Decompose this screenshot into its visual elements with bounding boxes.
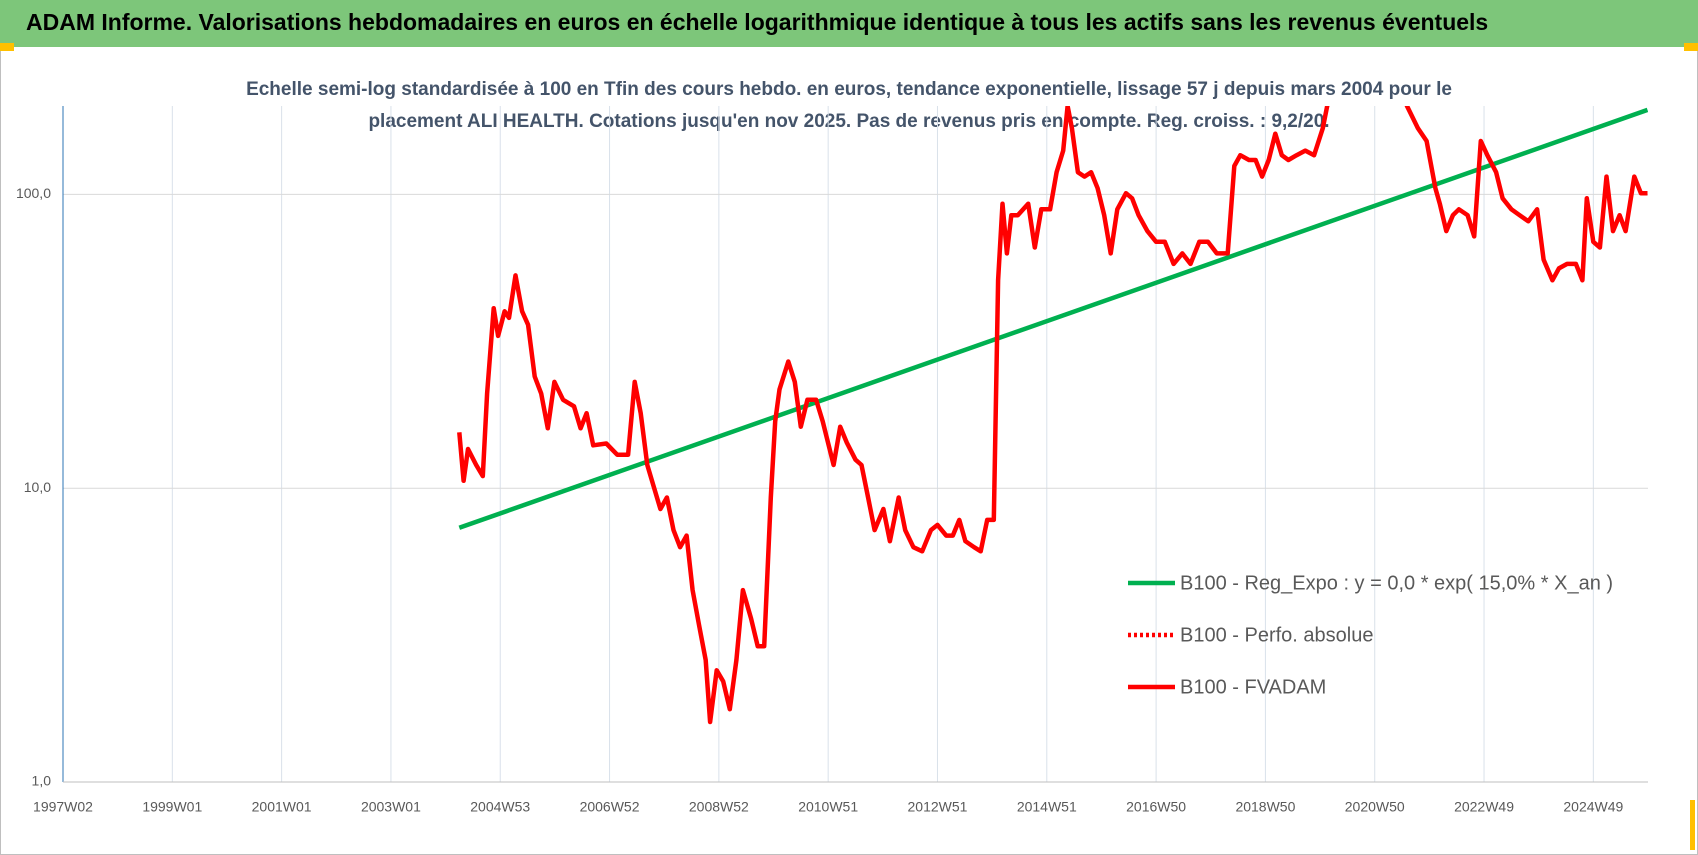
x-tick-label: 2001W01: [252, 799, 312, 815]
x-tick-label: 2006W52: [580, 799, 640, 815]
data-line: [457, 106, 1648, 725]
y-tick-label: 100,0: [16, 185, 51, 201]
x-tick-label: 2018W50: [1235, 799, 1295, 815]
x-tick-label: 2008W52: [689, 799, 749, 815]
corner-mark: [0, 43, 14, 51]
x-tick-label: 2010W51: [798, 799, 858, 815]
x-tick-label: 2004W53: [470, 799, 530, 815]
chart-subtitle: Echelle semi-log standardisée à 100 en T…: [246, 79, 1452, 100]
corner-mark: [1690, 800, 1695, 850]
x-tick-label: 2020W50: [1345, 799, 1405, 815]
x-tick-label: 2016W50: [1126, 799, 1186, 815]
corner-mark: [1684, 43, 1698, 51]
y-tick-label: 10,0: [24, 479, 51, 495]
x-tick-label: 1999W01: [142, 799, 202, 815]
x-tick-label: 1997W02: [33, 799, 93, 815]
chart-subtitle: placement ALI HEALTH. Cotations jusqu'en…: [368, 111, 1329, 132]
x-tick-label: 2022W49: [1454, 799, 1514, 815]
data-line: [458, 107, 1648, 530]
x-tick-label: 2012W51: [908, 799, 968, 815]
page-title: ADAM Informe. Valorisations hebdomadaire…: [26, 9, 1488, 35]
legend-label: B100 - Perfo. absolue: [1180, 624, 1373, 646]
legend-label: B100 - FVADAM: [1180, 676, 1326, 698]
x-tick-label: 2014W51: [1017, 799, 1077, 815]
plot-area: [457, 106, 1648, 725]
x-tick-label: 2024W49: [1563, 799, 1623, 815]
legend-label: B100 - Reg_Expo : y = 0,0 * exp( 15,0% *…: [1180, 572, 1613, 594]
x-tick-label: 2003W01: [361, 799, 421, 815]
header-band: [0, 0, 1698, 47]
y-tick-label: 1,0: [32, 773, 52, 789]
